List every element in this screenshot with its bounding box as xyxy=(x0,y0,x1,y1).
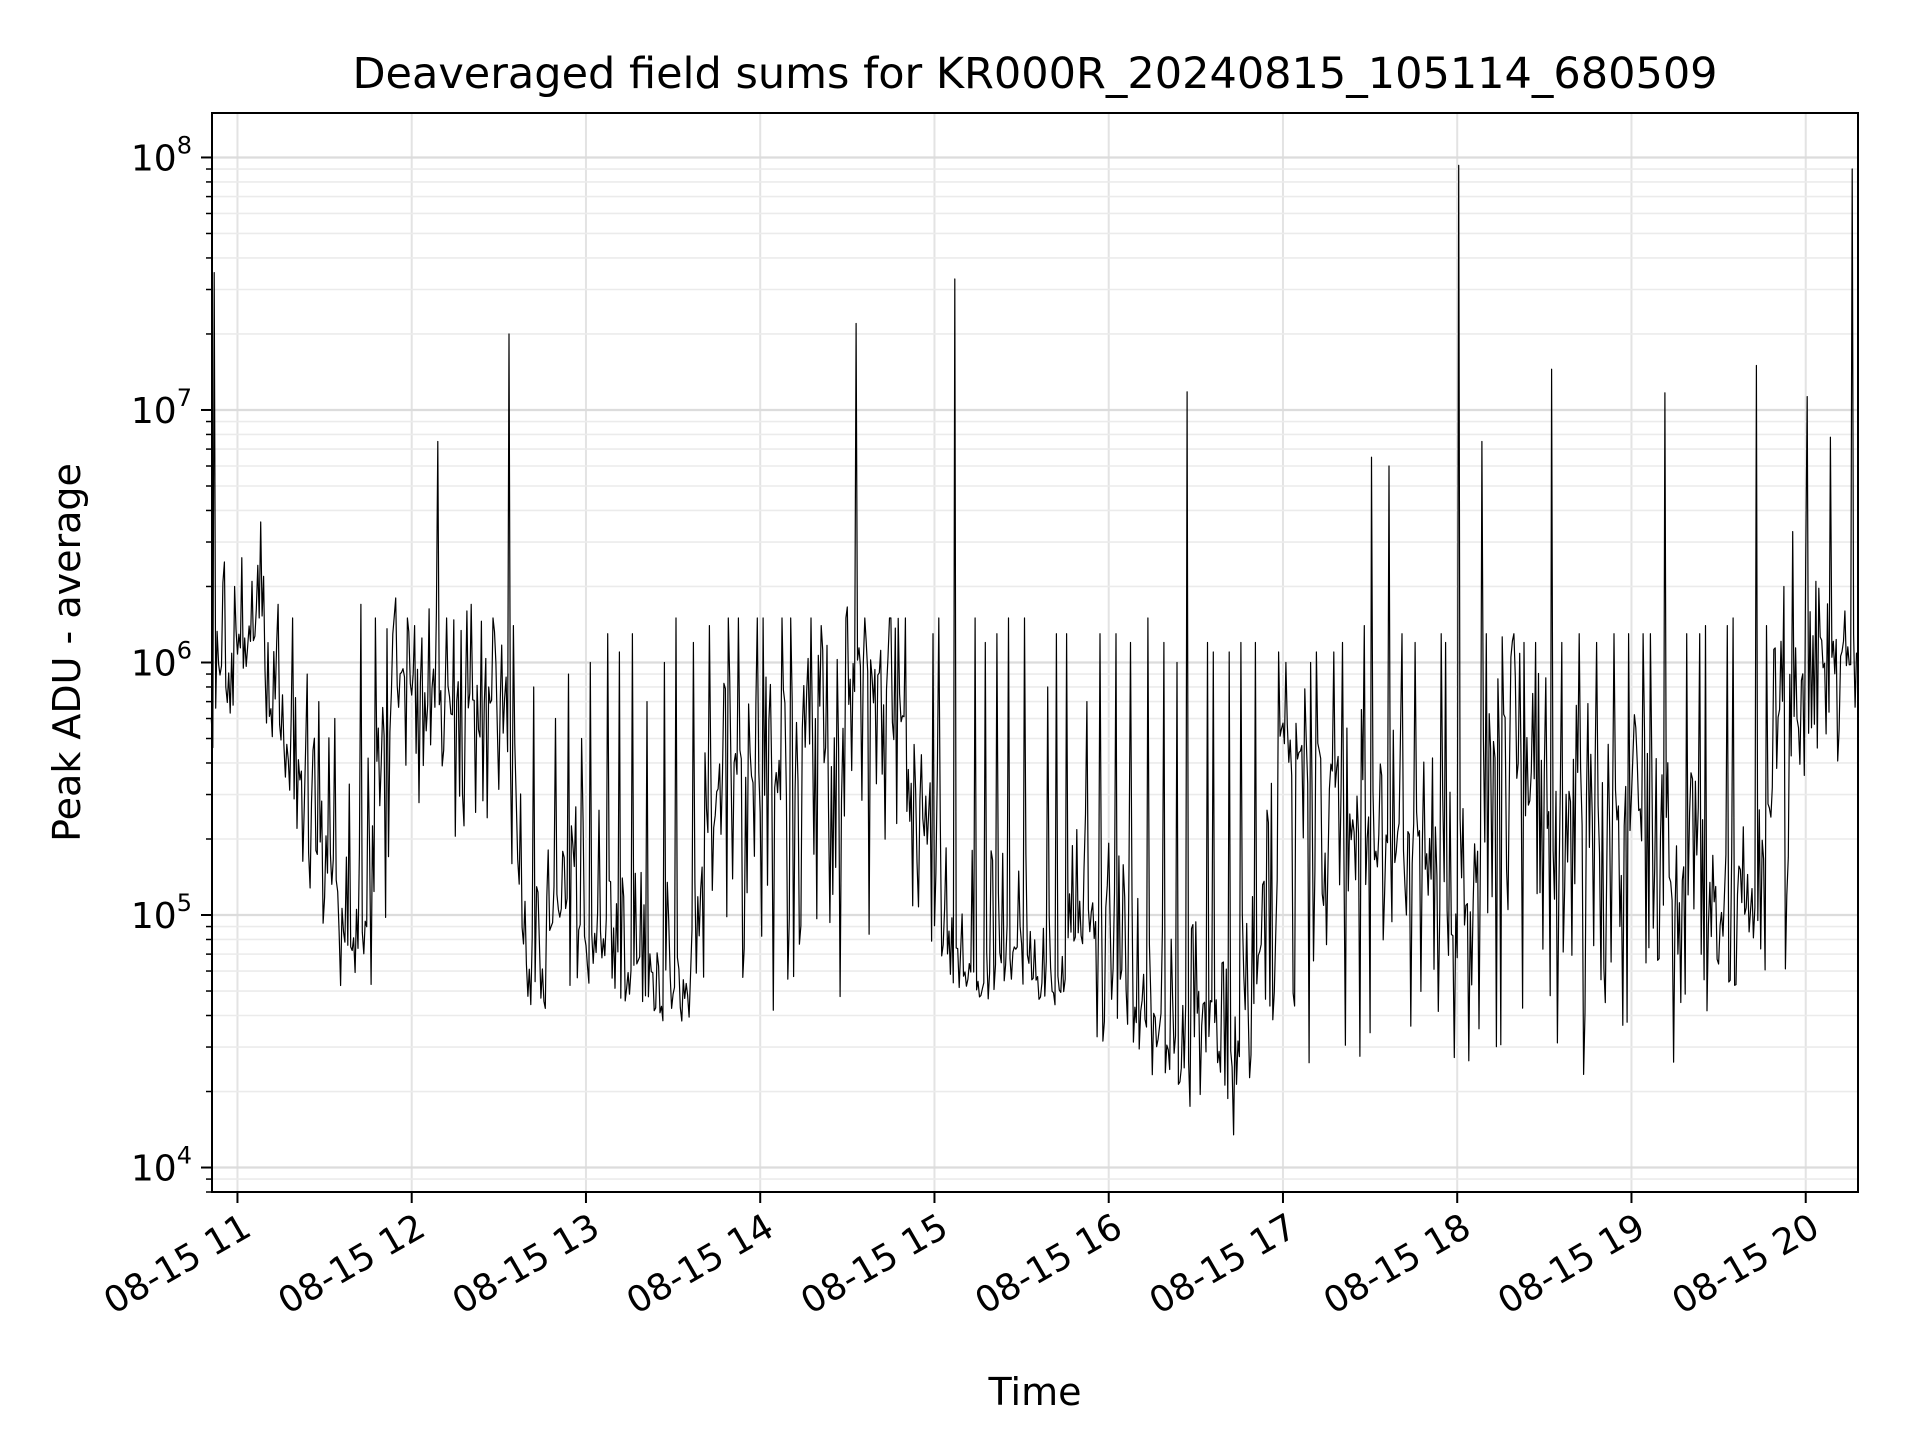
y-tick-label: 104 xyxy=(131,1142,192,1190)
x-tick-label: 08-15 20 xyxy=(1666,1206,1827,1322)
x-axis-ticks: 08-15 11 08-15 12 08-15 13 08-15 14 08-15 15… xyxy=(97,1192,1826,1323)
series-line-peak-adu xyxy=(210,164,1859,1136)
y-tick-label: 107 xyxy=(131,384,192,432)
y-tick-exponent: 7 xyxy=(177,384,192,412)
y-tick-exponent: 5 xyxy=(177,889,192,917)
x-axis-label: Time xyxy=(988,1370,1082,1414)
x-tick-label: 08-15 13 xyxy=(446,1206,607,1322)
x-tick-label: 08-15 14 xyxy=(620,1206,781,1322)
grid-lines xyxy=(212,113,1858,1193)
x-tick-label: 08-15 18 xyxy=(1317,1206,1478,1322)
y-tick-label: 105 xyxy=(131,889,192,937)
y-tick-base: 10 xyxy=(131,643,177,684)
x-tick-label: 08-15 15 xyxy=(794,1206,955,1322)
plot-area-frame xyxy=(211,112,1859,1193)
y-tick-exponent: 6 xyxy=(177,636,192,664)
x-tick-label: 08-15 19 xyxy=(1491,1206,1652,1322)
y-tick-exponent: 8 xyxy=(177,131,192,159)
chart-title: Deaveraged field sums for KR000R_2024081… xyxy=(352,49,1717,99)
y-tick-base: 10 xyxy=(131,138,177,179)
y-tick-base: 10 xyxy=(131,896,177,937)
x-tick-label: 08-15 16 xyxy=(969,1206,1130,1322)
x-tick-label: 08-15 11 xyxy=(97,1206,258,1322)
y-tick-base: 10 xyxy=(131,391,177,432)
y-axis-label: Peak ADU - average xyxy=(45,463,89,842)
y-tick-label: 108 xyxy=(131,131,192,179)
x-tick-label: 08-15 17 xyxy=(1143,1206,1304,1322)
y-tick-base: 10 xyxy=(131,1149,177,1190)
y-tick-label: 106 xyxy=(131,636,192,684)
series-line xyxy=(210,164,1859,1136)
x-tick-label: 08-15 12 xyxy=(272,1206,433,1322)
y-tick-exponent: 4 xyxy=(177,1142,192,1170)
